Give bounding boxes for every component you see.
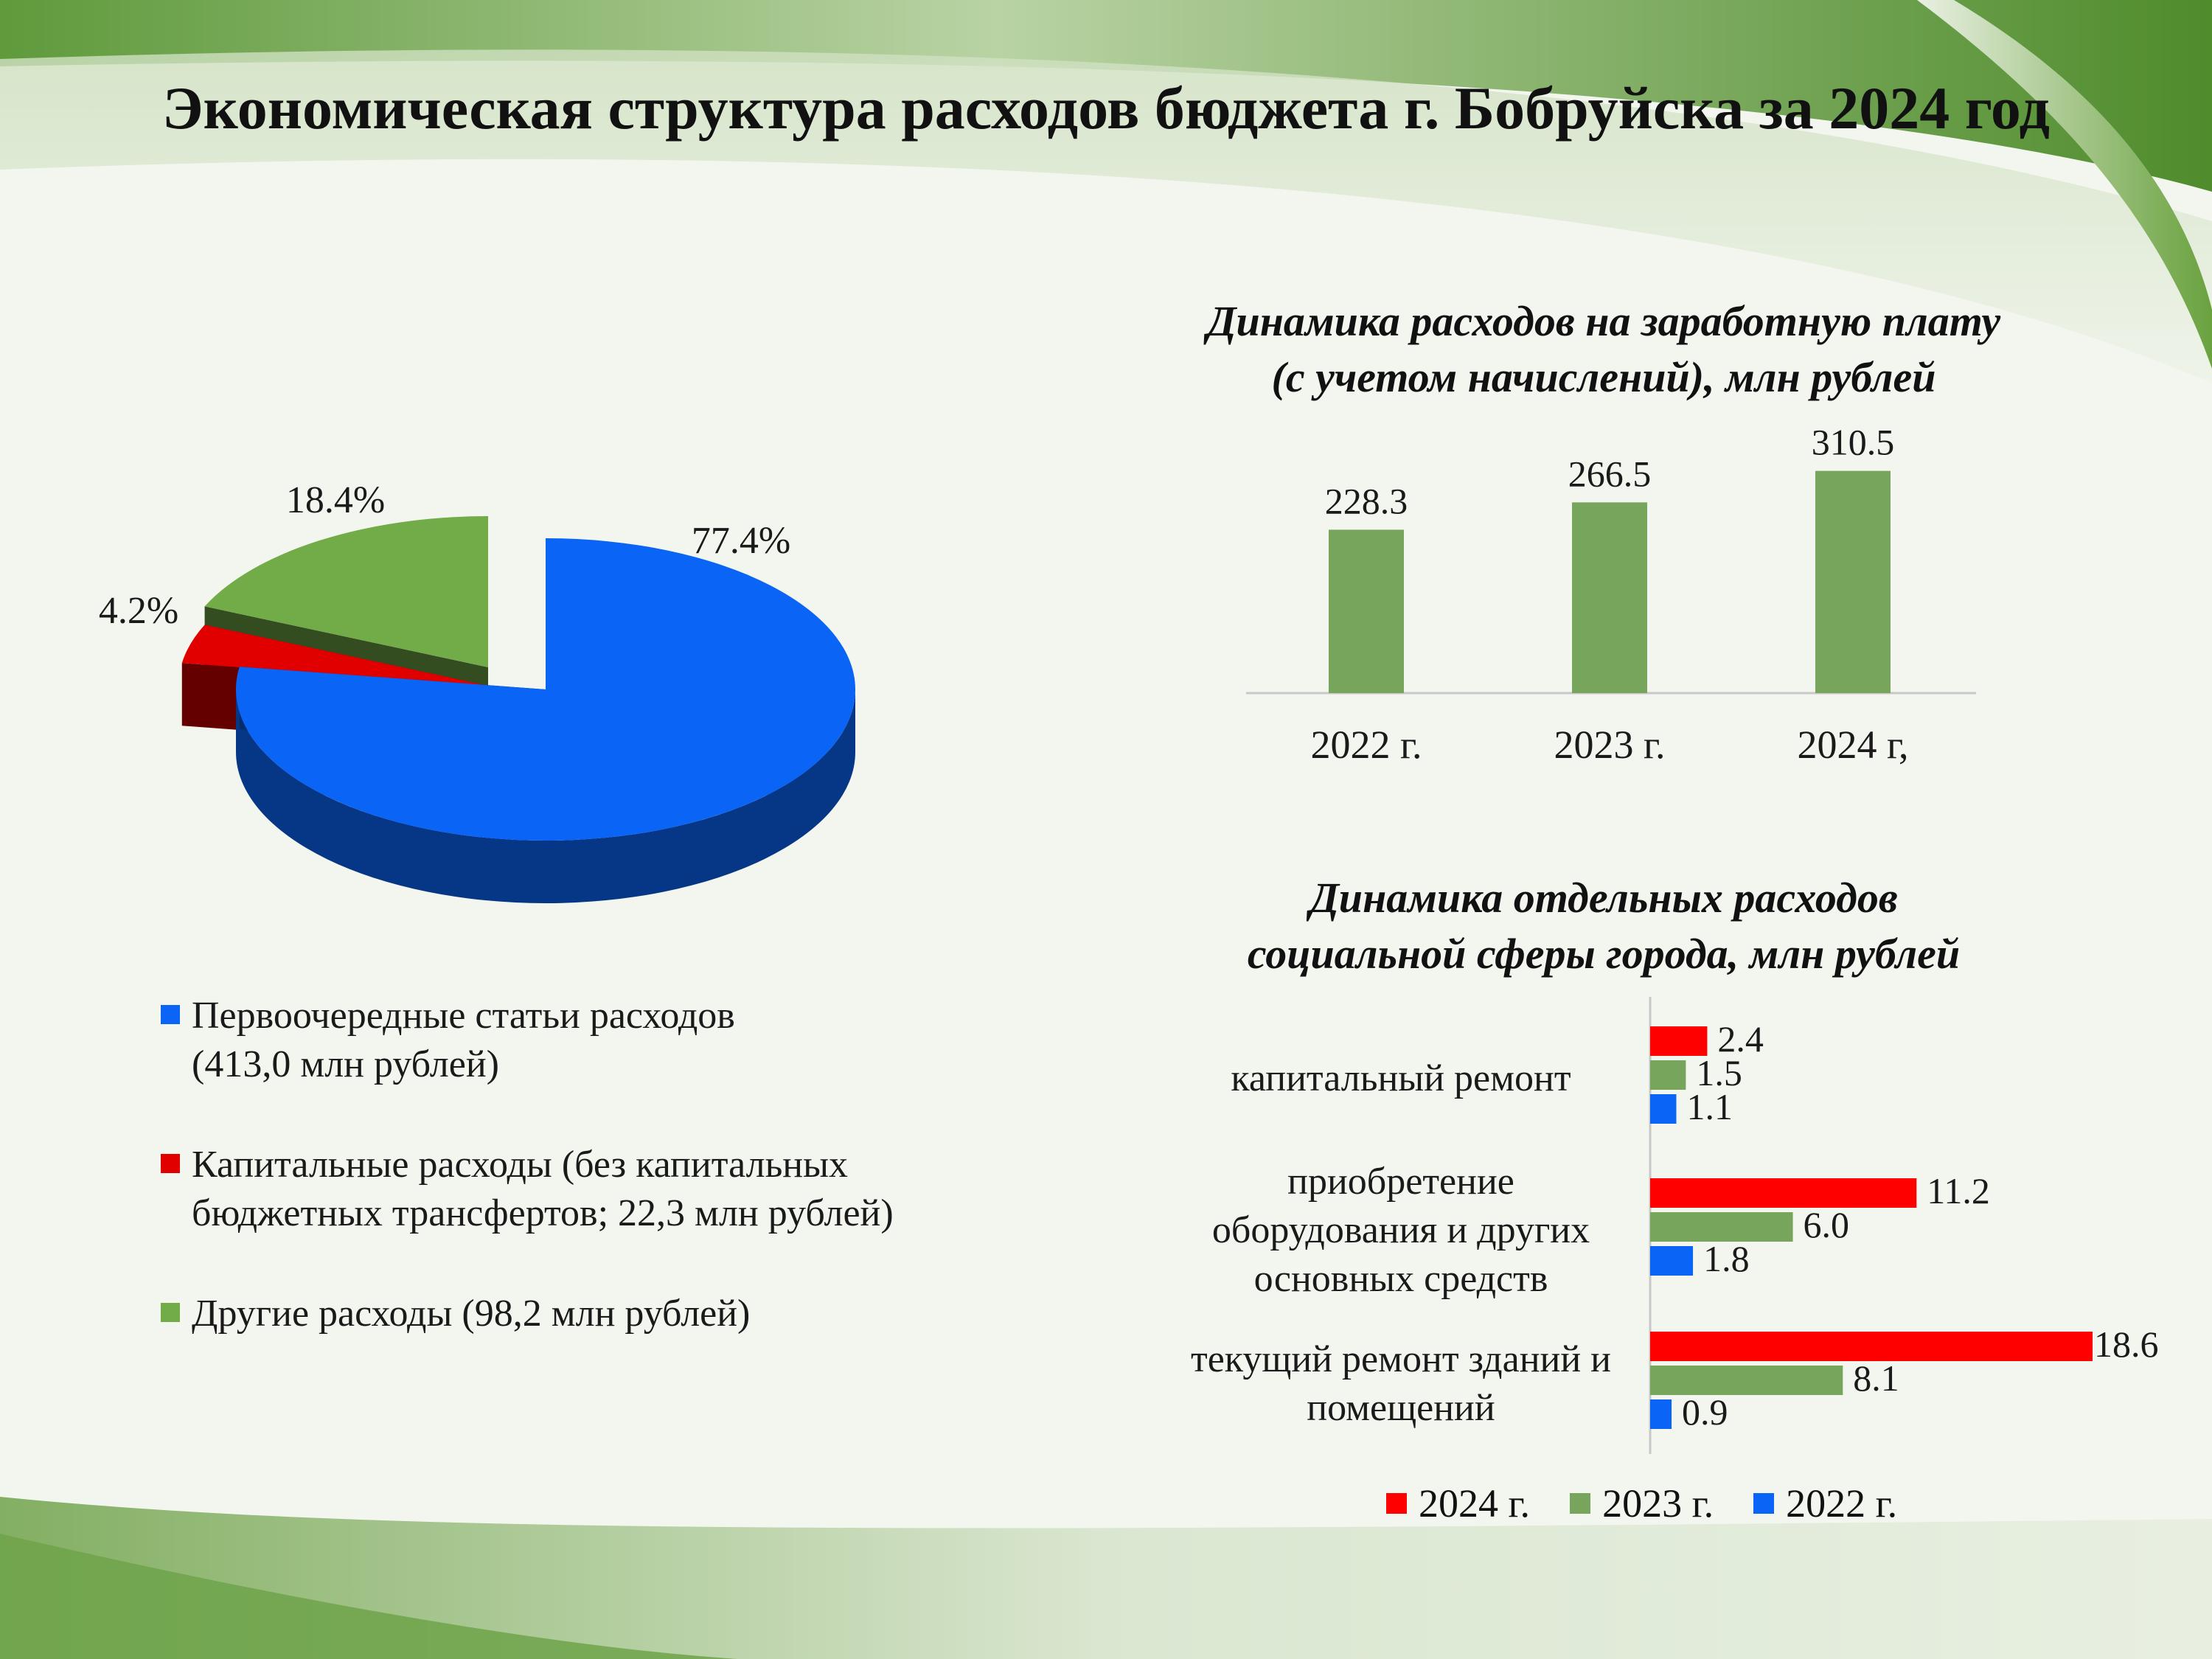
- social-category-label: капитальный ремонт: [1231, 1057, 1571, 1099]
- pie-slice-top: [204, 516, 488, 667]
- pie-slice-top: [181, 625, 488, 686]
- pie-slice: [235, 538, 855, 903]
- pie-legend-item: Другие расходы (98,2 млн рублей): [161, 1290, 1046, 1338]
- pie-legend: Первоочередные статьи расходов (413,0 мл…: [161, 992, 1046, 1390]
- social-chart-title: Динамика отдельных расходов социальной с…: [1106, 870, 2101, 982]
- pie-legend-label: Первоочередные статьи расходов: [192, 995, 735, 1037]
- social-bar: [1650, 1026, 1708, 1056]
- social-category-label: текущий ремонт зданий и: [1191, 1338, 1611, 1380]
- pie-value-label: 77.4%: [692, 520, 790, 562]
- legend-item-2022: 2022 г.: [1753, 1481, 1897, 1526]
- social-chart-title-line: Динамика отдельных расходов: [1310, 874, 1898, 922]
- social-bar: [1650, 1212, 1793, 1242]
- social-bar-value: 2.4: [1717, 1018, 1764, 1060]
- wage-bar: [1815, 470, 1891, 693]
- pie-legend-label: Капитальные расходы (без капитальных: [192, 1144, 849, 1186]
- social-bar-value: 1.1: [1686, 1086, 1733, 1127]
- pie-slice-top: [235, 538, 855, 841]
- social-category-label: основных средств: [1254, 1258, 1548, 1300]
- social-bar: [1650, 1332, 2093, 1361]
- social-category-label: оборудования и других: [1212, 1209, 1590, 1251]
- legend-item-2023: 2023 г.: [1570, 1481, 1714, 1526]
- social-bar: [1650, 1178, 1917, 1208]
- social-bar-value: 8.1: [1853, 1357, 1899, 1399]
- social-chart-legend: 2024 г. 2023 г. 2022 г.: [1386, 1481, 1976, 1526]
- pie-legend-label: Другие расходы (98,2 млн рублей): [192, 1293, 751, 1335]
- social-category-label: помещений: [1307, 1387, 1495, 1429]
- social-bar-value: 1.5: [1696, 1052, 1742, 1093]
- social-bar: [1650, 1246, 1694, 1276]
- wage-chart-title: Динамика расходов на заработную плату (с…: [1106, 293, 2101, 406]
- social-bar-value: 6.0: [1804, 1204, 1850, 1245]
- social-bar-value: 18.6: [2094, 1324, 2159, 1365]
- wage-category-label: 2023 г.: [1554, 723, 1665, 767]
- social-chart-title-line: социальной сферы города, млн рублей: [1247, 930, 1961, 978]
- pie-legend-label: (413,0 млн рублей): [192, 1043, 499, 1085]
- legend-label: 2022 г.: [1786, 1481, 1898, 1526]
- pie-slice-side: [236, 689, 855, 903]
- legend-swatch: [1570, 1493, 1591, 1514]
- legend-label: 2024 г.: [1419, 1481, 1531, 1526]
- wage-bar: [1572, 502, 1647, 693]
- social-category-label: приобретение: [1287, 1161, 1514, 1203]
- social-hbar-chart: 2.41.51.1 капитальный ремонт 11.2 6.0 1.8 при…: [1191, 997, 2159, 1454]
- pie-value-label: 4.2%: [99, 590, 178, 632]
- social-bar-value: 0.9: [1682, 1391, 1728, 1433]
- wage-bar-chart: 228.3 2022 г. 266.5 2023 г. 310.5 2024 г,: [1246, 422, 1976, 767]
- wage-bar-value: 228.3: [1325, 480, 1408, 521]
- wage-chart-title-line: Динамика расходов на заработную плату: [1206, 297, 2001, 345]
- wage-bar-value: 310.5: [1812, 422, 1895, 463]
- pie-legend-item: Капитальные расходы (без капитальных бюд…: [161, 1141, 1046, 1238]
- pie-chart: 77.4% 4.2% 18.4%: [99, 479, 855, 903]
- social-bar: [1650, 1094, 1677, 1124]
- social-bar: [1650, 1366, 1843, 1395]
- legend-swatch: [1753, 1493, 1775, 1514]
- wage-category-label: 2022 г.: [1310, 723, 1422, 767]
- pie-legend-item: Первоочередные статьи расходов (413,0 мл…: [161, 992, 1046, 1089]
- legend-swatch: [1386, 1493, 1407, 1514]
- wage-bar: [1329, 529, 1404, 693]
- wage-chart-title-line: (с учетом начислений), млн рублей: [1271, 353, 1936, 401]
- social-bar-value: 11.2: [1927, 1170, 1990, 1211]
- pie-value-label: 18.4%: [286, 479, 385, 521]
- legend-swatch: [161, 1005, 180, 1024]
- legend-swatch: [161, 1303, 180, 1322]
- social-bar-value: 1.8: [1703, 1238, 1750, 1279]
- page-title: Экономическая структура расходов бюджета…: [161, 74, 2051, 142]
- legend-label: 2023 г.: [1602, 1481, 1714, 1526]
- wage-bar-value: 266.5: [1568, 453, 1652, 494]
- legend-item-2024: 2024 г.: [1386, 1481, 1530, 1526]
- social-bar: [1650, 1060, 1686, 1090]
- social-bar: [1650, 1399, 1672, 1429]
- wage-category-label: 2024 г,: [1797, 723, 1908, 767]
- legend-swatch: [161, 1154, 180, 1173]
- pie-legend-label: бюджетных трансфертов; 22,3 млн рублей): [192, 1192, 894, 1234]
